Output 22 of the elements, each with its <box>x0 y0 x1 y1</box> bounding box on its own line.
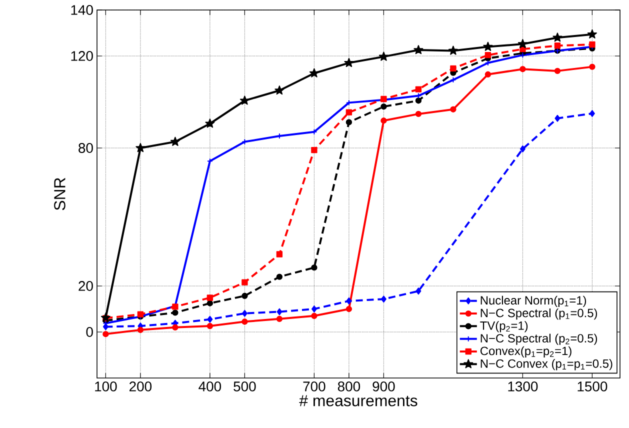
y-tick-label: 20 <box>78 281 93 291</box>
x-tick-label: 400 <box>198 382 222 392</box>
legend-label: N−C Spectral (p$_{1}$=0.5) <box>480 308 598 320</box>
y-tick-label: 0 <box>86 327 93 337</box>
legend-label: N−C Convex (p$_{1}$=p$_{1}$=0.5) <box>480 359 612 370</box>
y-axis-title: SNR <box>54 178 66 210</box>
x-tick-label: 500 <box>234 382 256 392</box>
x-tick-label: 800 <box>338 382 360 392</box>
x-tick-label: 1300 <box>508 382 538 392</box>
legend-label: Convex(p$_{1}$=p$_{2}$=1) <box>480 346 572 358</box>
x-tick-label: 900 <box>372 382 395 392</box>
x-tick-label: 1500 <box>578 382 608 392</box>
x-axis-title: # measurements <box>299 395 418 406</box>
y-tick-label: 120 <box>71 51 93 61</box>
x-tick-label: 700 <box>303 382 326 392</box>
legend-label: TV(p$_{2}$=1) <box>480 321 528 332</box>
legend-label: N−C Spectral (p$_{2}$=0.5) <box>480 334 598 345</box>
y-tick-label: 140 <box>71 5 93 15</box>
legend-label: Nuclear Norm(p$_{1}$=1) <box>480 296 586 307</box>
y-tick-label: 80 <box>78 143 93 153</box>
x-tick-label: 100 <box>95 382 117 392</box>
x-tick-label: 200 <box>130 382 152 392</box>
